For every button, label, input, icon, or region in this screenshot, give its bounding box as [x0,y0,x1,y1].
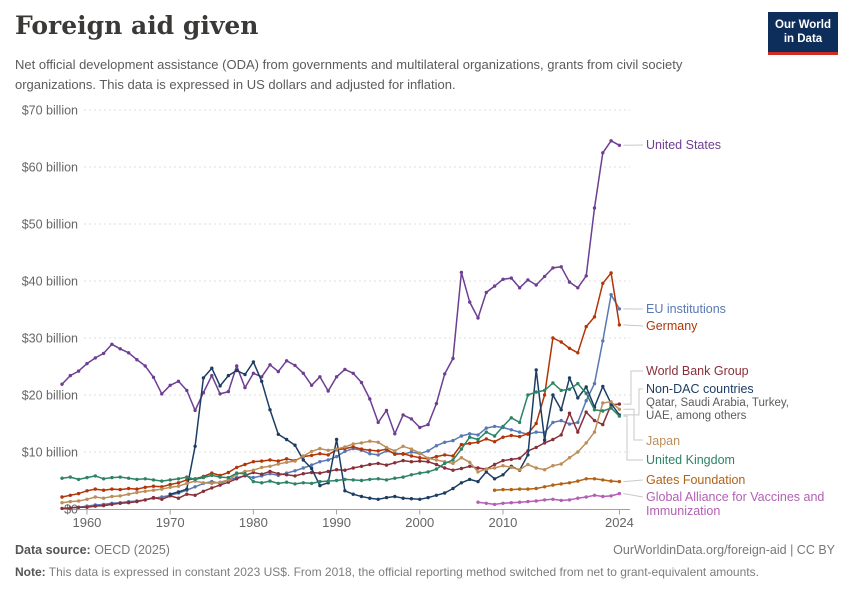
y-axis-label: $50 billion [22,218,78,232]
footnote-line: Note: This data is expressed in constant… [15,565,840,579]
legend-label-united-states[interactable]: United States [646,138,722,152]
legend-label-world-bank-group[interactable]: World Bank Group [646,364,749,378]
legend-label-germany[interactable]: Germany [646,319,698,333]
data-source-label: Data source: [15,543,91,557]
legend-label-gates-foundation[interactable]: Gates Foundation [646,473,746,487]
x-axis-label: 2010 [488,515,517,530]
owid-logo-line1: Our World [775,19,832,31]
legend-connector-japan [623,408,643,441]
legend-connector-gates-foundation [623,479,644,483]
series-line-non-dac-countries[interactable] [168,360,622,501]
x-axis-label: 1960 [72,515,101,530]
series-line-global-alliance-for-vaccines-and-immunization[interactable] [476,491,622,507]
page-title: Foreign aid given [15,11,259,40]
y-axis-label: $10 billion [22,446,78,460]
footnote-label: Note: [15,565,46,579]
owid-logo: Our World in Data [768,12,838,55]
legend-connector-non-dac-countries [623,388,643,416]
legend-label-gavi[interactable]: Global Alliance for Vaccines and Immuniz… [646,490,825,518]
legend-label-eu-institutions[interactable]: EU institutions [646,302,726,316]
series-line-japan[interactable] [60,400,622,505]
x-axis-label: 1970 [156,515,185,530]
x-axis-label: 2000 [405,515,434,530]
y-axis-label: $20 billion [22,389,78,403]
data-source-value: OECD (2025) [90,543,170,557]
legend-connector-world-bank-group [623,370,643,405]
owid-logo-line2: in Data [783,33,823,46]
y-axis-label: $60 billion [22,161,78,175]
x-axis-label: 1990 [322,515,351,530]
legend-note-non-dac: Qatar, Saudi Arabia, Turkey, UAE, among … [646,397,789,422]
legend-label-japan[interactable]: Japan [646,434,681,448]
legend-connector-global-alliance-for-vaccines-and-immunization [623,493,644,498]
y-axis-label: $40 billion [22,275,78,289]
rights-link[interactable]: OurWorldinData.org/foreign-aid | CC BY [613,543,835,557]
legend-connector-united-kingdom [623,415,643,461]
chart-subtitle: Net official development assistance (ODA… [15,57,683,92]
series-line-eu-institutions[interactable] [68,293,622,510]
series-line-gates-foundation[interactable] [492,477,622,492]
y-axis-label: $70 billion [22,104,78,118]
data-source-line: Data source: OECD (2025) [15,543,170,557]
legend-label-non-dac-countries[interactable]: Non-DAC countries [646,382,754,396]
footnote-value: This data is expressed in constant 2023 … [45,565,759,579]
y-axis-label: $0 [64,503,78,517]
legend-label-united-kingdom[interactable]: United Kingdom [646,453,735,467]
x-axis-label: 2024 [605,515,634,530]
y-axis-label: $30 billion [22,332,78,346]
series-line-united-states[interactable] [60,139,622,436]
x-axis-label: 1980 [239,515,268,530]
legend-connector-germany [623,324,644,327]
series-line-united-kingdom[interactable] [60,381,622,486]
